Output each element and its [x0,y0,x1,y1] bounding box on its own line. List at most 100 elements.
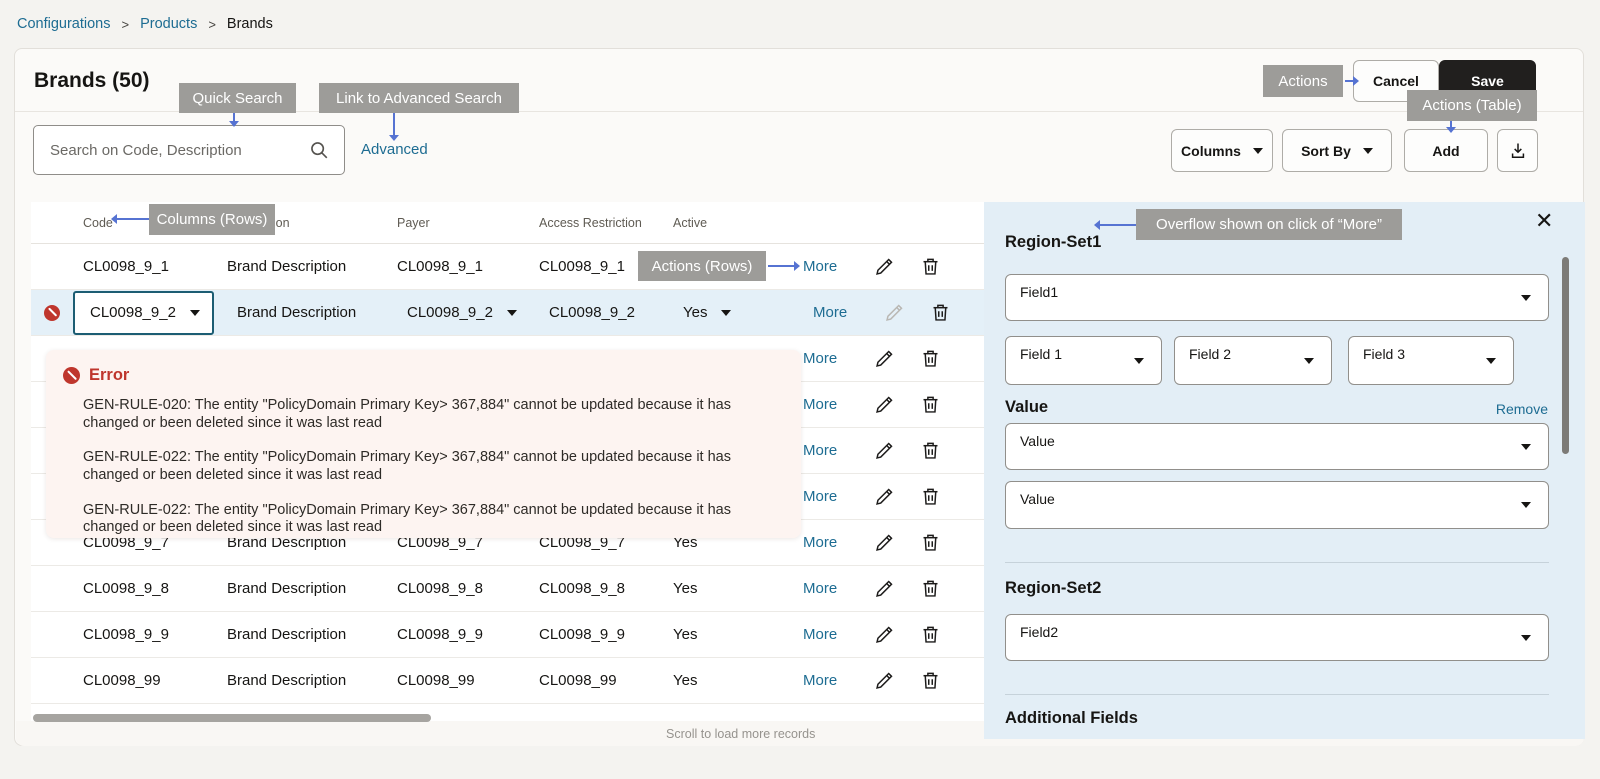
delete-trash-icon[interactable] [920,578,941,599]
edit-pencil-icon[interactable] [874,256,895,277]
delete-trash-icon[interactable] [920,440,941,461]
columns-rows-annotation-label: Columns (Rows) [149,204,275,235]
cell-active: Yes [673,672,698,689]
cell-access-restriction: CL0098_9_7 [539,534,625,551]
more-link[interactable]: More [813,304,848,321]
cell-payer: CL0098_9_7 [397,534,483,551]
active-edit-dropdown[interactable]: Yes [671,304,801,321]
delete-trash-icon[interactable] [920,624,941,645]
delete-trash-icon[interactable] [920,394,941,415]
add-button[interactable]: Add [1404,129,1488,172]
table-row[interactable]: CL0098_9_9 Brand Description CL0098_9_9 … [31,612,984,658]
edit-pencil-icon[interactable] [874,532,895,553]
chevron-down-icon [1521,443,1531,450]
columns-button[interactable]: Columns [1171,129,1273,172]
column-header-active[interactable]: Active [673,215,708,230]
actions-table-annotation-label: Actions (Table) [1407,90,1537,121]
more-link[interactable]: More [803,580,838,597]
sort-by-button[interactable]: Sort By [1282,129,1392,172]
error-icon [63,367,80,384]
search-icon[interactable] [308,139,330,166]
brands-card: Brands (50) Actions Cancel Save Actions … [14,48,1585,746]
advanced-link[interactable]: Advanced [361,141,428,158]
edit-pencil-icon[interactable] [874,624,895,645]
cell-code: CL0098_9_7 [83,534,169,551]
vertical-scrollbar[interactable] [1562,257,1569,454]
code-edit-dropdown[interactable]: CL0098_9_2 [73,290,214,335]
field2-dropdown[interactable]: Field2 [1005,614,1549,661]
delete-trash-icon[interactable] [920,256,941,277]
edit-pencil-icon-disabled [884,302,905,323]
cell-active: Yes [673,626,698,643]
cell-code: CL0098_9_2 [90,304,176,321]
arrow-down [229,113,239,127]
sub-field1-dropdown[interactable]: Field 1 [1005,336,1162,385]
table-row[interactable]: CL0098_9_1 Brand Description CL0098_9_1 … [31,244,984,290]
column-header-code[interactable]: Code [83,215,113,230]
breadcrumb-link-products[interactable]: Products [140,16,198,32]
arrow-right [768,261,800,271]
edit-pencil-icon[interactable] [874,486,895,507]
table-row[interactable]: CL0098_9_8 Brand Description CL0098_9_8 … [31,566,984,612]
chevron-down-icon [1521,502,1531,508]
chevron-down-icon [1362,147,1373,154]
column-header-access-restriction[interactable]: Access Restriction [539,215,642,230]
table-row-selected[interactable]: CL0098_9_2 Brand Description CL0098_9_2 … [31,290,984,336]
breadcrumb: Configurations > Products > Brands [17,16,273,32]
cell-description: Brand Description [227,626,347,643]
table-row[interactable]: CL0098_9_7 Brand Description CL0098_9_7 … [31,520,984,566]
horizontal-scrollbar[interactable] [33,714,431,722]
breadcrumb-separator: > [208,16,216,32]
cell-payer: CL0098_9_9 [397,626,483,643]
field1-dropdown[interactable]: Field1 [1005,274,1549,321]
columns-button-label: Columns [1181,142,1241,159]
edit-pencil-icon[interactable] [874,440,895,461]
chevron-down-icon [721,309,732,316]
edit-pencil-icon[interactable] [874,348,895,369]
delete-trash-icon[interactable] [920,486,941,507]
sub-field2-dropdown[interactable]: Field 2 [1174,336,1332,385]
value2-dropdown[interactable]: Value [1005,481,1549,529]
download-icon [1508,141,1528,161]
column-header-payer[interactable]: Payer [397,215,430,230]
cell-access-restriction: CL0098_9_1 [539,258,625,275]
table-row[interactable]: CL0098_99 Brand Description CL0098_99 CL… [31,658,984,704]
more-link[interactable]: More [803,258,838,275]
sub-field3-dropdown[interactable]: Field 3 [1348,336,1514,385]
download-button[interactable] [1497,129,1538,172]
row-error-icon [44,304,60,321]
delete-trash-icon[interactable] [930,302,951,323]
arrow-left [111,214,149,224]
delete-trash-icon[interactable] [920,532,941,553]
search-input[interactable] [50,126,300,174]
breadcrumb-link-configurations[interactable]: Configurations [17,16,111,32]
cell-description: Brand Description [237,304,357,321]
edit-pencil-icon[interactable] [874,394,895,415]
overflow-side-panel: Overflow shown on click of “More” ✕ Regi… [984,202,1585,739]
divider [15,111,1583,112]
chevron-down-icon [1304,357,1314,364]
value2-dropdown-value: Value [1020,491,1055,507]
advanced-search-annotation-label: Link to Advanced Search [319,83,519,113]
more-link[interactable]: More [803,350,838,367]
sub-field2-dropdown-value: Field 2 [1189,346,1232,362]
more-link[interactable]: More [803,534,838,551]
delete-trash-icon[interactable] [920,670,941,691]
payer-edit-dropdown[interactable]: CL0098_9_2 [407,304,549,321]
more-link[interactable]: More [803,396,838,413]
more-link[interactable]: More [803,672,838,689]
close-icon[interactable]: ✕ [1535,208,1554,233]
more-link[interactable]: More [803,442,838,459]
page-title: Brands (50) [34,69,150,92]
search-box [33,125,345,175]
cell-code: CL0098_9_9 [83,626,169,643]
more-link[interactable]: More [803,488,838,505]
value1-dropdown[interactable]: Value [1005,423,1549,470]
edit-pencil-icon[interactable] [874,578,895,599]
arrow-down [389,113,399,141]
cell-payer: CL0098_9_2 [407,304,493,321]
edit-pencil-icon[interactable] [874,670,895,691]
delete-trash-icon[interactable] [920,348,941,369]
more-link[interactable]: More [803,626,838,643]
remove-link[interactable]: Remove [1495,401,1548,417]
